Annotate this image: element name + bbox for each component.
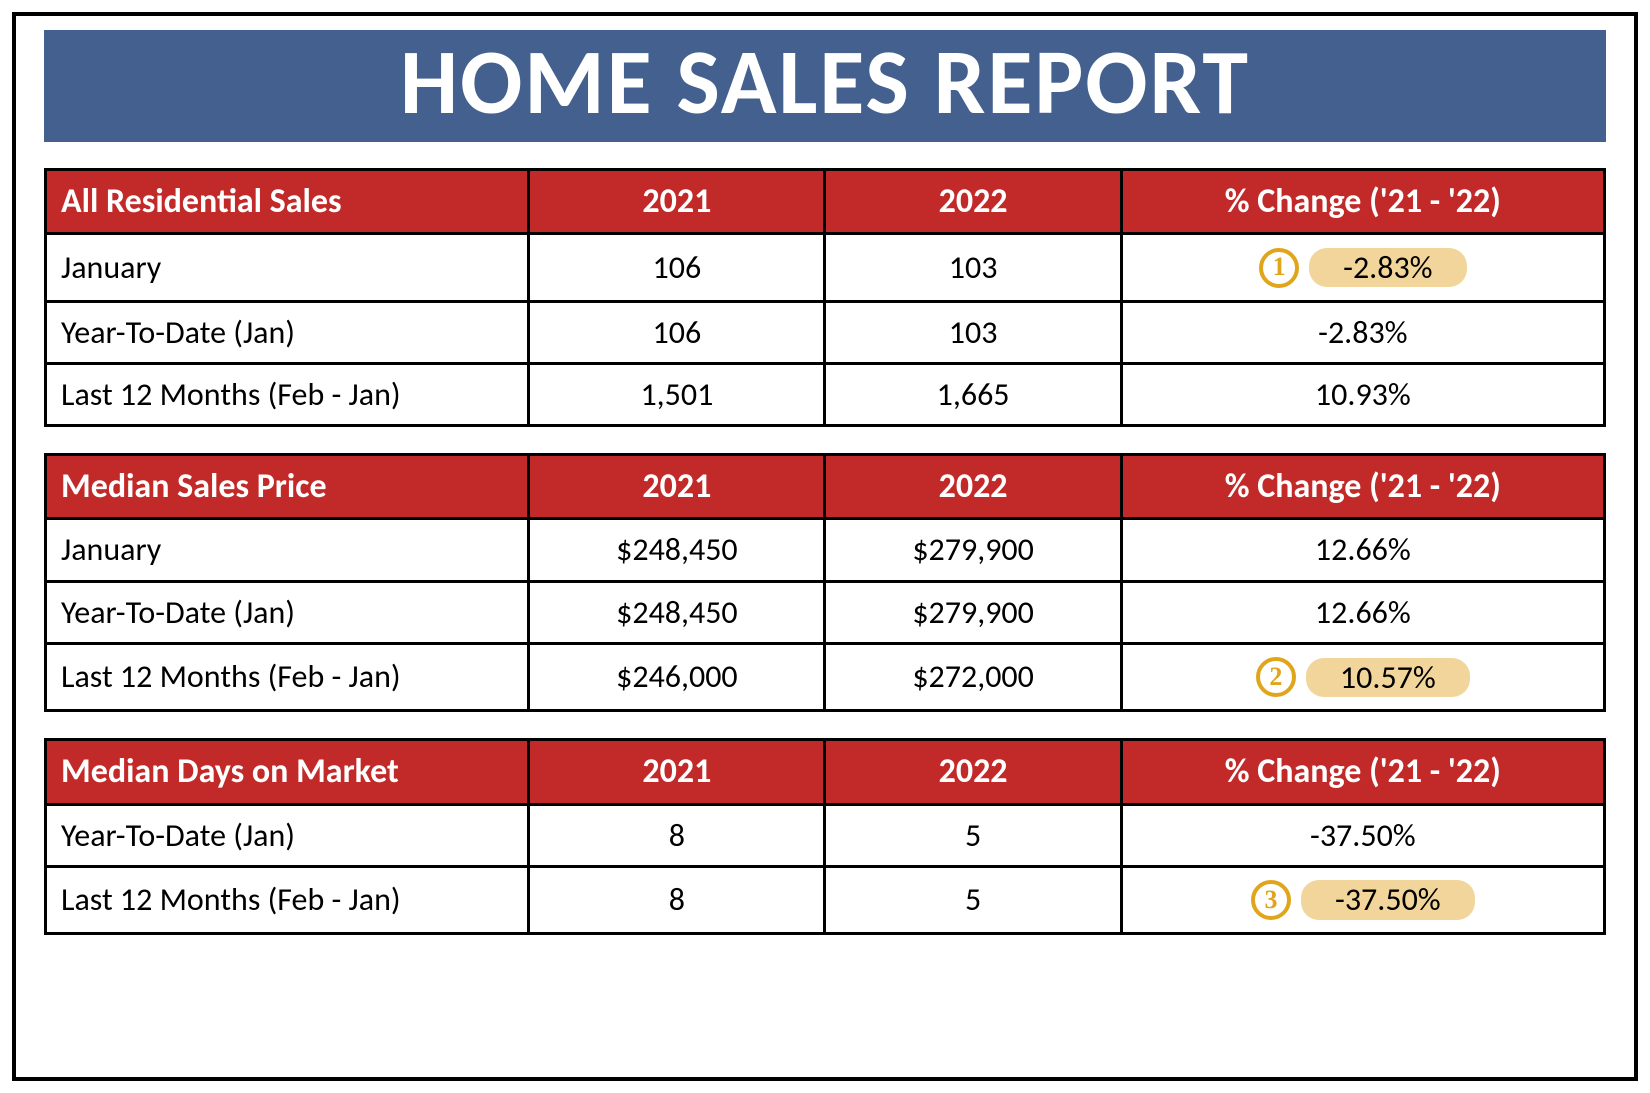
report-table: Median Days on Market20212022% Change ('… [44, 738, 1606, 935]
value-change: 10.93% [1121, 363, 1604, 425]
value-2022: $272,000 [825, 643, 1121, 710]
table-row: Year-To-Date (Jan)106103-2.83% [46, 301, 1605, 363]
value-2022: 103 [825, 234, 1121, 301]
value-2021: $246,000 [529, 643, 825, 710]
tables-container: All Residential Sales20212022% Change ('… [44, 168, 1606, 935]
value-2022: 5 [825, 866, 1121, 933]
row-label: Year-To-Date (Jan) [46, 804, 529, 866]
report-title: HOME SALES REPORT [44, 30, 1606, 142]
value-change: 12.66% [1121, 519, 1604, 581]
column-header: % Change ('21 - '22) [1121, 740, 1604, 804]
table-row: January$248,450$279,90012.66% [46, 519, 1605, 581]
table-heading: Median Sales Price [46, 455, 529, 519]
highlighted-value: 10.57% [1306, 658, 1470, 697]
value-2021: 1,501 [529, 363, 825, 425]
report-table: All Residential Sales20212022% Change ('… [44, 168, 1606, 427]
annotation-wrap: 3 -37.50% [1251, 880, 1475, 920]
highlighted-value: -37.50% [1301, 880, 1475, 919]
value-2022: 103 [825, 301, 1121, 363]
annotation-badge: 2 [1256, 657, 1296, 697]
row-label: Last 12 Months (Feb - Jan) [46, 643, 529, 710]
value-2021: $248,450 [529, 519, 825, 581]
value-change: -37.50% [1121, 804, 1604, 866]
annotation-wrap: 1 -2.83% [1259, 248, 1466, 288]
value-2021: 8 [529, 866, 825, 933]
annotation-badge: 1 [1259, 248, 1299, 288]
column-header: 2021 [529, 455, 825, 519]
value-2022: $279,900 [825, 519, 1121, 581]
value-change: 2 10.57% [1121, 643, 1604, 710]
value-2021: 106 [529, 234, 825, 301]
value-change: 3 -37.50% [1121, 866, 1604, 933]
column-header: 2021 [529, 170, 825, 234]
value-2022: $279,900 [825, 581, 1121, 643]
column-header: 2022 [825, 740, 1121, 804]
row-label: Year-To-Date (Jan) [46, 581, 529, 643]
table-heading: All Residential Sales [46, 170, 529, 234]
value-2022: 5 [825, 804, 1121, 866]
table-row: January106103 1 -2.83% [46, 234, 1605, 301]
column-header: % Change ('21 - '22) [1121, 455, 1604, 519]
annotation-wrap: 2 10.57% [1256, 657, 1470, 697]
column-header: 2022 [825, 455, 1121, 519]
value-change: 1 -2.83% [1121, 234, 1604, 301]
table-heading: Median Days on Market [46, 740, 529, 804]
row-label: Last 12 Months (Feb - Jan) [46, 363, 529, 425]
value-change: 12.66% [1121, 581, 1604, 643]
column-header: 2022 [825, 170, 1121, 234]
value-2021: 8 [529, 804, 825, 866]
column-header: % Change ('21 - '22) [1121, 170, 1604, 234]
highlighted-value: -2.83% [1309, 248, 1466, 287]
table-row: Last 12 Months (Feb - Jan)$246,000$272,0… [46, 643, 1605, 710]
table-row: Year-To-Date (Jan)85-37.50% [46, 804, 1605, 866]
table-row: Year-To-Date (Jan)$248,450$279,90012.66% [46, 581, 1605, 643]
row-label: Year-To-Date (Jan) [46, 301, 529, 363]
value-2021: $248,450 [529, 581, 825, 643]
table-row: Last 12 Months (Feb - Jan)1,5011,66510.9… [46, 363, 1605, 425]
table-row: Last 12 Months (Feb - Jan)85 3 -37.50% [46, 866, 1605, 933]
value-change: -2.83% [1121, 301, 1604, 363]
column-header: 2021 [529, 740, 825, 804]
report-frame: HOME SALES REPORT All Residential Sales2… [12, 12, 1638, 1081]
report-table: Median Sales Price20212022% Change ('21 … [44, 453, 1606, 712]
row-label: Last 12 Months (Feb - Jan) [46, 866, 529, 933]
annotation-badge: 3 [1251, 880, 1291, 920]
row-label: January [46, 234, 529, 301]
value-2021: 106 [529, 301, 825, 363]
row-label: January [46, 519, 529, 581]
value-2022: 1,665 [825, 363, 1121, 425]
